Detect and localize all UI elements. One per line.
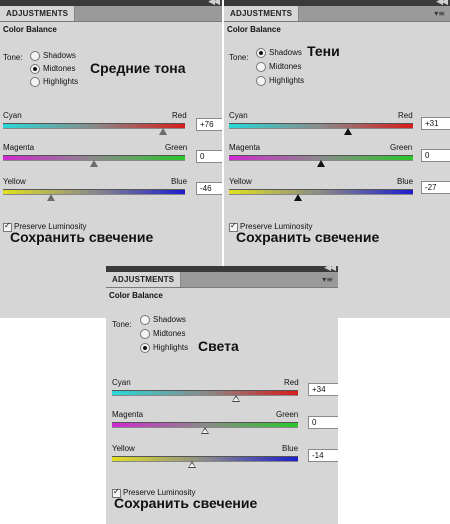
cyan-red-value[interactable]: +76 xyxy=(196,118,222,131)
radio-button[interactable] xyxy=(30,51,40,61)
radio-label: Highlights xyxy=(153,343,189,352)
slider-left-label: Yellow xyxy=(229,177,252,186)
panel-menu-icon[interactable]: ▾≡ xyxy=(322,275,333,284)
double-chevron-icon[interactable]: ◀◀ xyxy=(324,266,336,273)
preserve-caption: Сохранить свечение xyxy=(236,229,380,245)
radio-label: Highlights xyxy=(43,77,79,86)
slider-right-label: Red xyxy=(398,111,413,120)
preserve-luminosity-label: Preserve Luminosity xyxy=(123,488,196,497)
preserve-luminosity-checkbox[interactable] xyxy=(229,221,238,232)
tab-adjustments[interactable]: ADJUSTMENTS xyxy=(0,6,76,21)
magenta-green-value[interactable]: 0 xyxy=(196,150,222,163)
slider-left-label: Cyan xyxy=(229,111,248,120)
yellow-blue-value[interactable]: -14 xyxy=(308,449,338,462)
cyan-red-value[interactable]: +31 xyxy=(421,117,450,130)
tab-adjustments[interactable]: ADJUSTMENTS xyxy=(106,272,182,287)
radio-button[interactable] xyxy=(140,315,150,325)
magenta-green-value[interactable]: 0 xyxy=(421,149,450,162)
cyan-red-slider[interactable] xyxy=(3,123,185,129)
color-balance-panel-highlights: ◀◀ ADJUSTMENTS ▾≡ Color Balance Tone: Sh… xyxy=(106,266,338,524)
slider-left-label: Magenta xyxy=(229,143,261,152)
radio-label: Shadows xyxy=(43,51,76,60)
radio-label: Midtones xyxy=(153,329,186,338)
cyan-red-value[interactable]: +34 xyxy=(308,383,338,396)
slider-right-label: Blue xyxy=(397,177,414,186)
magenta-green-value[interactable]: 0 xyxy=(308,416,338,429)
panel-tab-bar: ADJUSTMENTS ▾≡ xyxy=(224,6,450,22)
color-balance-panel-shadows: ◀◀ ADJUSTMENTS ▾≡ Color Balance Tone: Sh… xyxy=(224,0,450,318)
slider-thumb[interactable] xyxy=(344,128,352,135)
panel-top-strip: ◀◀ xyxy=(106,266,338,273)
radio-button[interactable] xyxy=(256,48,266,58)
slider-right-label: Red xyxy=(172,111,187,120)
slider-right-label: Green xyxy=(165,143,188,152)
slider-left-label: Magenta xyxy=(3,143,35,152)
preserve-caption: Сохранить свечение xyxy=(10,229,154,245)
slider-left-label: Magenta xyxy=(112,410,144,419)
yellow-blue-slider[interactable] xyxy=(229,189,413,195)
preserve-caption: Сохранить свечение xyxy=(114,495,258,511)
yellow-blue-slider[interactable] xyxy=(112,456,298,462)
radio-button[interactable] xyxy=(30,77,40,87)
panel-top-strip: ◀◀ xyxy=(0,0,222,7)
radio-button[interactable] xyxy=(140,329,150,339)
slider-left-label: Cyan xyxy=(3,111,22,120)
panel-top-strip: ◀◀ xyxy=(224,0,450,7)
preserve-luminosity-label: Preserve Luminosity xyxy=(14,222,87,231)
double-chevron-icon[interactable]: ◀◀ xyxy=(208,0,220,7)
slider-right-label: Blue xyxy=(282,444,299,453)
panel-menu-icon[interactable]: ▾≡ xyxy=(434,9,445,18)
slider-thumb[interactable] xyxy=(232,395,240,402)
tone-caption: Средние тона xyxy=(90,60,186,76)
cyan-red-slider[interactable] xyxy=(229,123,413,129)
panel-title: Color Balance xyxy=(227,25,281,34)
slider-thumb[interactable] xyxy=(159,128,167,135)
yellow-blue-value[interactable]: -46 xyxy=(196,182,222,195)
radio-label: Shadows xyxy=(269,48,302,57)
slider-right-label: Green xyxy=(390,143,413,152)
radio-button[interactable] xyxy=(256,62,266,72)
color-balance-panel-midtones: ◀◀ ADJUSTMENTS Color Balance Tone: Shado… xyxy=(0,0,222,318)
radio-label: Midtones xyxy=(43,64,76,73)
panel-title: Color Balance xyxy=(109,291,163,300)
radio-button[interactable] xyxy=(30,64,40,74)
tone-label: Tone: xyxy=(229,53,249,62)
preserve-luminosity-checkbox[interactable] xyxy=(3,221,12,232)
slider-thumb[interactable] xyxy=(294,194,302,201)
radio-label: Shadows xyxy=(153,315,186,324)
preserve-luminosity-checkbox[interactable] xyxy=(112,487,121,498)
slider-thumb[interactable] xyxy=(201,427,209,434)
slider-right-label: Red xyxy=(284,378,299,387)
cyan-red-slider[interactable] xyxy=(112,390,298,396)
slider-left-label: Yellow xyxy=(3,177,26,186)
slider-right-label: Green xyxy=(276,410,299,419)
slider-left-label: Yellow xyxy=(112,444,135,453)
tab-adjustments[interactable]: ADJUSTMENTS xyxy=(224,6,300,21)
slider-thumb[interactable] xyxy=(47,194,55,201)
preserve-luminosity-label: Preserve Luminosity xyxy=(240,222,313,231)
panel-tab-bar: ADJUSTMENTS xyxy=(0,6,222,22)
yellow-blue-slider[interactable] xyxy=(3,189,185,195)
radio-button[interactable] xyxy=(140,343,150,353)
slider-right-label: Blue xyxy=(171,177,188,186)
radio-button[interactable] xyxy=(256,76,266,86)
panel-tab-bar: ADJUSTMENTS ▾≡ xyxy=(106,272,338,288)
slider-thumb[interactable] xyxy=(90,160,98,167)
tone-caption: Тени xyxy=(307,43,340,59)
tone-caption: Света xyxy=(198,338,239,354)
slider-left-label: Cyan xyxy=(112,378,131,387)
panel-title: Color Balance xyxy=(3,25,57,34)
radio-label: Highlights xyxy=(269,76,305,85)
tone-label: Tone: xyxy=(3,53,23,62)
slider-thumb[interactable] xyxy=(317,160,325,167)
yellow-blue-value[interactable]: -27 xyxy=(421,181,450,194)
double-chevron-icon[interactable]: ◀◀ xyxy=(436,0,448,7)
tone-label: Tone: xyxy=(112,320,132,329)
radio-label: Midtones xyxy=(269,62,302,71)
slider-thumb[interactable] xyxy=(188,461,196,468)
